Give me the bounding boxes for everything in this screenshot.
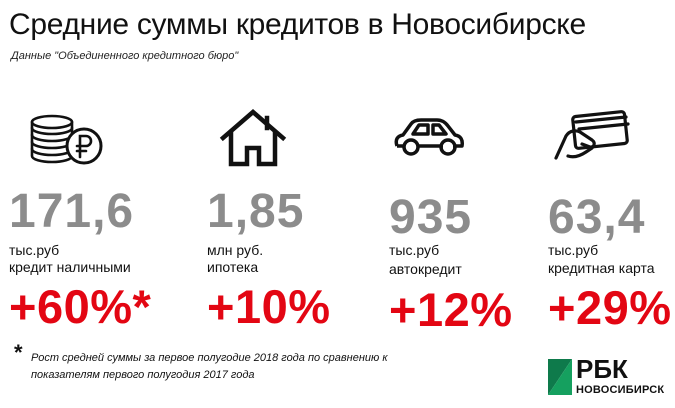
stat-description: автокредит xyxy=(389,261,462,277)
stat-description: кредитная карта xyxy=(548,260,655,276)
car-icon xyxy=(391,116,467,165)
source-note: Данные "Объединенного кредитного бюро" xyxy=(11,50,239,62)
page-title: Средние суммы кредитов в Новосибирске xyxy=(9,8,586,41)
stat-value: 935 xyxy=(389,191,473,244)
stat-change: +29% xyxy=(548,281,672,334)
stat-unit: тыс.руб xyxy=(9,242,60,258)
stat-description: ипотека xyxy=(207,259,259,275)
stat-value: 1,85 xyxy=(207,185,305,238)
stat-description: кредит наличными xyxy=(9,259,131,275)
rbc-logo-mark-icon xyxy=(548,355,574,404)
stat-change: +10% xyxy=(207,280,331,333)
stat-unit: млн руб. xyxy=(207,242,264,258)
footnote-marker: * xyxy=(14,340,23,365)
stat-unit: тыс.руб xyxy=(548,242,599,258)
stat-unit: тыс.руб xyxy=(389,242,440,258)
stat-change: +60%* xyxy=(9,280,152,333)
footnote-text: Рост средней суммы за первое полугодие 2… xyxy=(31,352,388,381)
stat-value: 63,4 xyxy=(548,191,646,244)
stat-value: 171,6 xyxy=(9,185,135,238)
coins-ruble-icon xyxy=(22,108,106,173)
house-icon xyxy=(217,108,289,175)
logo-brand: РБК xyxy=(576,354,628,384)
stat-change: +12% xyxy=(389,283,513,336)
logo-city: НОВОСИБИРСК xyxy=(576,384,665,396)
rbc-logo: РБК НОВОСИБИРСК xyxy=(548,355,668,401)
hand-card-icon xyxy=(552,110,632,169)
